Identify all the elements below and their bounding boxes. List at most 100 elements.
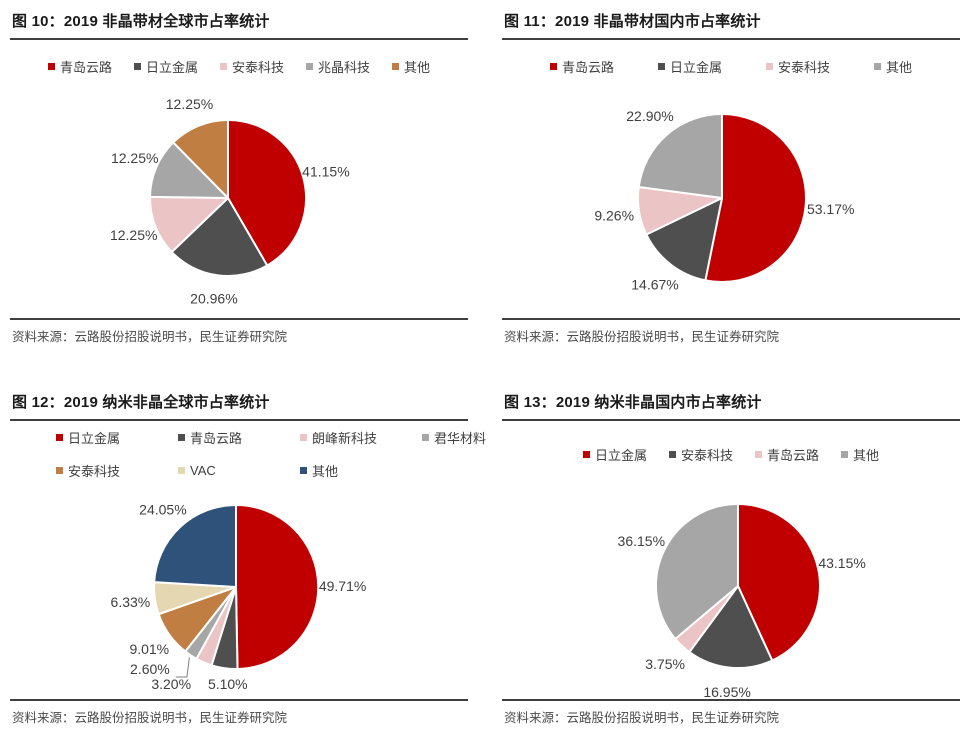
pie-slice-value-label: 49.71%: [319, 578, 366, 594]
legend-item: 其他: [841, 445, 879, 464]
figure-panel-11: 图 11：2019 非晶带材国内市占率统计 青岛云路 日立金属 安泰科技 其他 53.…: [484, 0, 968, 375]
legend-marker: [766, 62, 773, 70]
legend-label: 安泰科技: [68, 464, 121, 479]
legend-marker: [56, 467, 63, 474]
pie-slice: [170, 197, 269, 277]
legend-marker: [422, 434, 429, 441]
figure-panel-13: 图 13：2019 纳米非晶国内市占率统计 日立金属 安泰科技 青岛云路 其他 43.…: [484, 375, 968, 733]
legend-item: 安泰科技: [56, 461, 156, 480]
legend-marker: [133, 62, 141, 70]
pie-slice-value-label: 36.15%: [618, 533, 665, 549]
pie-slice-value-label: 12.25%: [111, 150, 158, 166]
legend-label: 青岛云路: [561, 59, 614, 75]
legend-label: 青岛云路: [190, 431, 243, 446]
legend-label: 其他: [404, 59, 431, 75]
legend-marker: [874, 62, 882, 70]
legend-marker: [755, 450, 762, 458]
legend-item: 日立金属: [56, 428, 156, 447]
legend-label: 兆晶科技: [318, 59, 371, 75]
pie-slice-value-label: 9.26%: [594, 207, 634, 223]
legend-marker: [300, 467, 307, 474]
legend-item: VAC: [178, 463, 278, 478]
legend-label: 日立金属: [669, 59, 722, 75]
chart-legend: 青岛云路 日立金属 安泰科技 兆晶科技 其他: [10, 56, 468, 76]
pie-slice-value-label: 9.01%: [129, 641, 169, 657]
pie-slice-value-label: 22.90%: [626, 108, 673, 124]
pie-slice: [149, 195, 229, 254]
source-note: 资料来源：云路股份招股说明书，民生证券研究院: [502, 699, 960, 726]
legend-item: 青岛云路: [47, 57, 112, 76]
legend-marker: [306, 62, 313, 70]
legend-marker: [300, 434, 307, 441]
pie-chart: 49.71% 5.10% 3.20%2.60% 9.01% 6.33% 24.05%: [111, 501, 367, 692]
pie-slice-value-label: 14.67%: [631, 276, 678, 292]
legend-item: 日立金属: [582, 445, 647, 464]
label-callout-line: [175, 657, 190, 678]
pie-slice: [645, 197, 723, 282]
figure-panel-10: 图 10：2019 非晶带材全球市占率统计 青岛云路 日立金属 安泰科技 兆晶科技 其他…: [0, 0, 484, 375]
legend-label: 安泰科技: [680, 447, 733, 463]
pie-slice-value-label: 24.05%: [139, 501, 186, 517]
legend-item: 青岛云路: [549, 57, 614, 76]
legend-item: 日立金属: [657, 57, 722, 76]
pie-slice: [655, 503, 739, 640]
legend-label: 其他: [886, 59, 913, 75]
legend-marker: [56, 434, 63, 441]
pie-slice: [737, 503, 821, 662]
legend-item: 安泰科技: [219, 57, 284, 76]
pie-slice: [235, 503, 320, 670]
legend-item: 日立金属: [133, 57, 198, 76]
legend-label: 其他: [853, 447, 880, 463]
chart-legend: 青岛云路 日立金属 安泰科技 其他: [502, 56, 960, 76]
legend-label: 日立金属: [145, 59, 198, 75]
legend-item: 青岛云路: [178, 428, 278, 447]
pie-slice: [688, 585, 774, 669]
pie-slice-value-label: 43.15%: [818, 555, 865, 571]
pie-slice: [149, 141, 229, 199]
legend-marker: [668, 450, 676, 458]
legend-marker: [549, 62, 557, 70]
pie-slice: [153, 504, 237, 588]
source-note: 资料来源：云路股份招股说明书，民生证券研究院: [10, 318, 468, 345]
pie-slice-value-label: 20.96%: [190, 290, 237, 306]
pie-slice: [704, 113, 807, 283]
legend-item: 兆晶科技: [306, 57, 370, 76]
pie-slice: [172, 119, 229, 199]
chart-legend: 日立金属 安泰科技 青岛云路 其他: [502, 429, 960, 479]
pie-slice-value-label: 5.10%: [208, 676, 248, 692]
legend-label: 青岛云路: [59, 59, 112, 75]
pie-chart: 43.15% 16.95% 3.75% 36.15%: [618, 503, 866, 699]
legend-item: 安泰科技: [668, 445, 733, 464]
source-note: 资料来源：云路股份招股说明书，民生证券研究院: [502, 318, 960, 345]
legend-label: 其他: [312, 464, 339, 479]
pie-slice-value-label: 12.25%: [166, 96, 213, 112]
legend-label: 君华材料: [434, 431, 487, 446]
legend-item: 朗峰新科技: [300, 428, 400, 447]
figure-panel-12: 图 12：2019 纳米非晶全球市占率统计 日立金属 青岛云路 朗峰新科技 君华材料安…: [0, 375, 486, 733]
legend-label: 安泰科技: [231, 59, 284, 75]
pie-slice: [637, 113, 723, 199]
chart-legend: 日立金属 青岛云路 朗峰新科技 君华材料安泰科技 VAC 其他: [56, 428, 486, 480]
legend-marker: [392, 62, 400, 70]
legend-label: 日立金属: [68, 431, 121, 446]
legend-marker: [841, 450, 849, 458]
pie-slice-value-label: 12.25%: [110, 227, 157, 243]
pie-slice: [227, 119, 307, 267]
pie-slice-value-label: 41.15%: [302, 164, 349, 180]
legend-marker: [47, 62, 55, 70]
legend-label: 朗峰新科技: [312, 431, 378, 446]
legend-label: 青岛云路: [767, 447, 820, 463]
legend-item: 其他: [874, 57, 912, 76]
legend-marker: [657, 62, 665, 70]
legend-label: 日立金属: [594, 447, 647, 463]
figure-title: 图 12：2019 纳米非晶全球市占率统计: [10, 389, 468, 421]
legend-marker: [178, 467, 185, 474]
figure-title: 图 11：2019 非晶带材国内市占率统计: [502, 8, 960, 40]
pie-slice-value-label: 3.20%: [151, 676, 191, 692]
pie-chart: 53.17% 14.67% 9.26% 22.90%: [594, 108, 854, 292]
legend-item: 其他: [392, 57, 430, 76]
figure-title: 图 10：2019 非晶带材全球市占率统计: [10, 8, 468, 40]
pie-slice-value-label: 6.33%: [111, 594, 151, 610]
legend-marker: [582, 450, 590, 458]
